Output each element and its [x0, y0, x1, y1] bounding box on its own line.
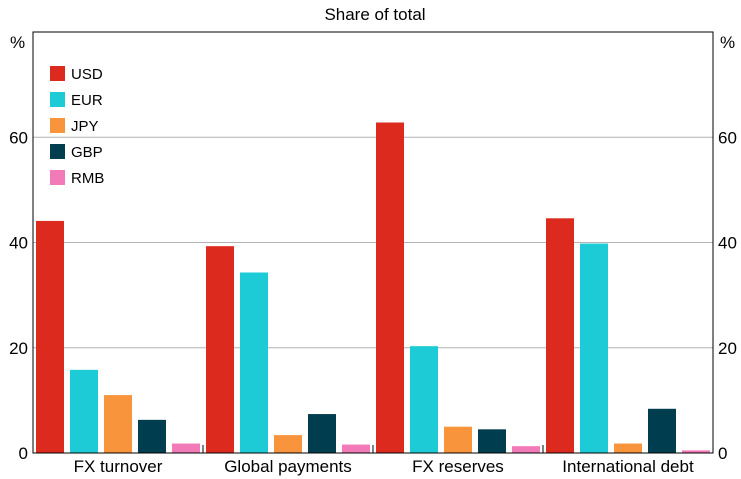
legend-label: EUR — [71, 92, 103, 109]
bar-usd — [36, 220, 64, 453]
bar-usd — [546, 218, 574, 453]
left-tick-label: 0 — [19, 444, 28, 463]
bar-jpy — [444, 426, 472, 453]
axis-ticks: 0 0 20 20 40 40 60 60 FX turnover Global payments… — [9, 128, 737, 476]
bar-rmb — [342, 444, 370, 453]
legend-label: JPY — [71, 118, 99, 135]
bar-rmb — [172, 443, 200, 453]
legend-swatch-eur — [50, 92, 65, 107]
legend-label: RMB — [71, 170, 104, 187]
bar-jpy — [104, 395, 132, 453]
legend: USD EUR JPY GBP RMB — [50, 66, 104, 187]
legend-swatch-jpy — [50, 118, 65, 133]
bar-gbp — [478, 429, 506, 453]
bars — [36, 122, 710, 453]
gridlines — [33, 136, 713, 349]
legend-swatch-rmb — [50, 170, 65, 185]
category-label: FX reserves — [412, 457, 504, 476]
bar-gbp — [308, 414, 336, 453]
category-label: Global payments — [224, 457, 352, 476]
left-tick-label: 60 — [9, 128, 28, 147]
bar-usd — [376, 122, 404, 453]
bar-jpy — [614, 443, 642, 453]
bar-gbp — [138, 419, 166, 453]
bar-eur — [240, 272, 268, 453]
bar-eur — [580, 243, 608, 453]
bar-eur — [70, 369, 98, 453]
bar-rmb — [682, 450, 710, 453]
bar-usd — [206, 246, 234, 453]
left-tick-label: 40 — [9, 234, 28, 253]
bar-jpy — [274, 435, 302, 453]
right-tick-label: 40 — [718, 234, 737, 253]
legend-label: GBP — [71, 144, 103, 161]
right-tick-label: 60 — [718, 128, 737, 147]
chart-title: Share of total — [324, 5, 425, 24]
category-label: International debt — [562, 457, 694, 476]
right-tick-label: 0 — [718, 444, 727, 463]
right-tick-label: 20 — [718, 339, 737, 358]
left-tick-label: 20 — [9, 339, 28, 358]
bar-rmb — [512, 446, 540, 453]
legend-swatch-gbp — [50, 144, 65, 159]
bar-eur — [410, 346, 438, 453]
right-axis-unit: % — [720, 33, 735, 52]
legend-label: USD — [71, 66, 103, 83]
category-label: FX turnover — [74, 457, 163, 476]
legend-swatch-usd — [50, 66, 65, 81]
bar-gbp — [648, 408, 676, 453]
left-axis-unit: % — [10, 33, 25, 52]
